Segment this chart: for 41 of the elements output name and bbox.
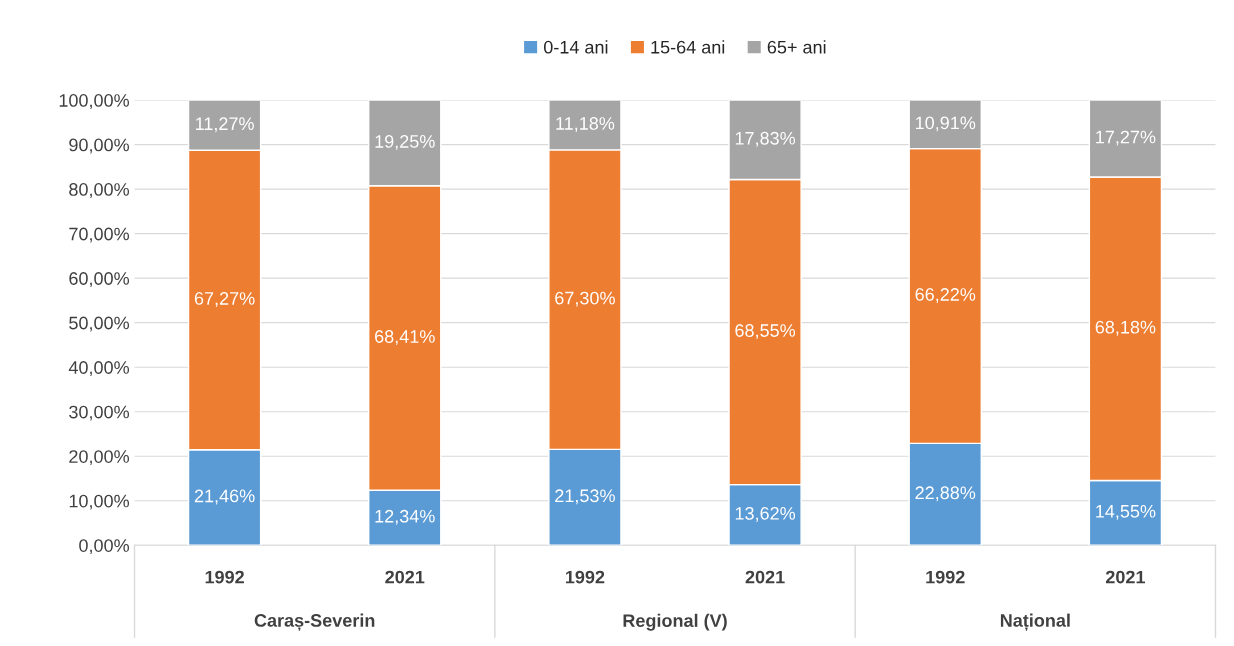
y-tick-label: 0,00% [79, 539, 130, 555]
data-label: 21,53% [555, 489, 615, 505]
y-tick-label: 30,00% [69, 405, 130, 421]
y-tick-label: 10,00% [69, 494, 130, 510]
data-label: 11,18% [556, 117, 615, 132]
y-tick-label: 100,00% [59, 94, 130, 109]
y-tick-label: 60,00% [69, 272, 130, 288]
x-tick-label: 1992 [926, 570, 965, 584]
y-tick-label: 80,00% [69, 183, 130, 198]
data-label: 12,34% [375, 509, 435, 525]
data-label: 14,55% [1096, 504, 1156, 520]
legend-label: 65+ ani [767, 40, 826, 54]
data-label: 68,55% [735, 324, 796, 340]
data-label: 17,83% [735, 131, 796, 147]
data-label: 22,88% [915, 486, 976, 502]
data-label: 17,27% [1096, 130, 1156, 146]
x-tick-label: 2021 [1105, 570, 1145, 584]
legend-label: 15-64 ani [651, 40, 725, 54]
data-label: 68,41% [375, 330, 435, 346]
data-label: 21,46% [194, 489, 255, 505]
text: Regional (V) [623, 613, 727, 631]
data-label: 67,27% [194, 292, 255, 307]
data-label: 66,22% [915, 288, 976, 303]
text: Național [1000, 613, 1070, 631]
x-tick-label: 1992 [565, 570, 605, 584]
y-tick-label: 50,00% [69, 316, 130, 332]
data-label: 10,91% [916, 116, 976, 132]
legend-label: 0-14 ani [543, 40, 608, 54]
data-label: 11,27% [196, 117, 254, 133]
x-tick-label: 2021 [385, 570, 425, 584]
x-tick-label: 2021 [745, 570, 785, 584]
text: Caraș-Severin [254, 613, 375, 631]
y-tick-label: 40,00% [68, 361, 130, 377]
y-tick-label: 90,00% [69, 138, 130, 154]
data-label: 19,25% [375, 135, 435, 150]
y-tick-label: 70,00% [69, 227, 130, 243]
y-tick-label: 20,00% [69, 450, 130, 466]
x-tick-label: 1992 [205, 570, 244, 584]
data-label: 13,62% [735, 506, 796, 522]
data-label: 67,30% [555, 291, 615, 307]
data-label: 68,18% [1095, 320, 1156, 336]
